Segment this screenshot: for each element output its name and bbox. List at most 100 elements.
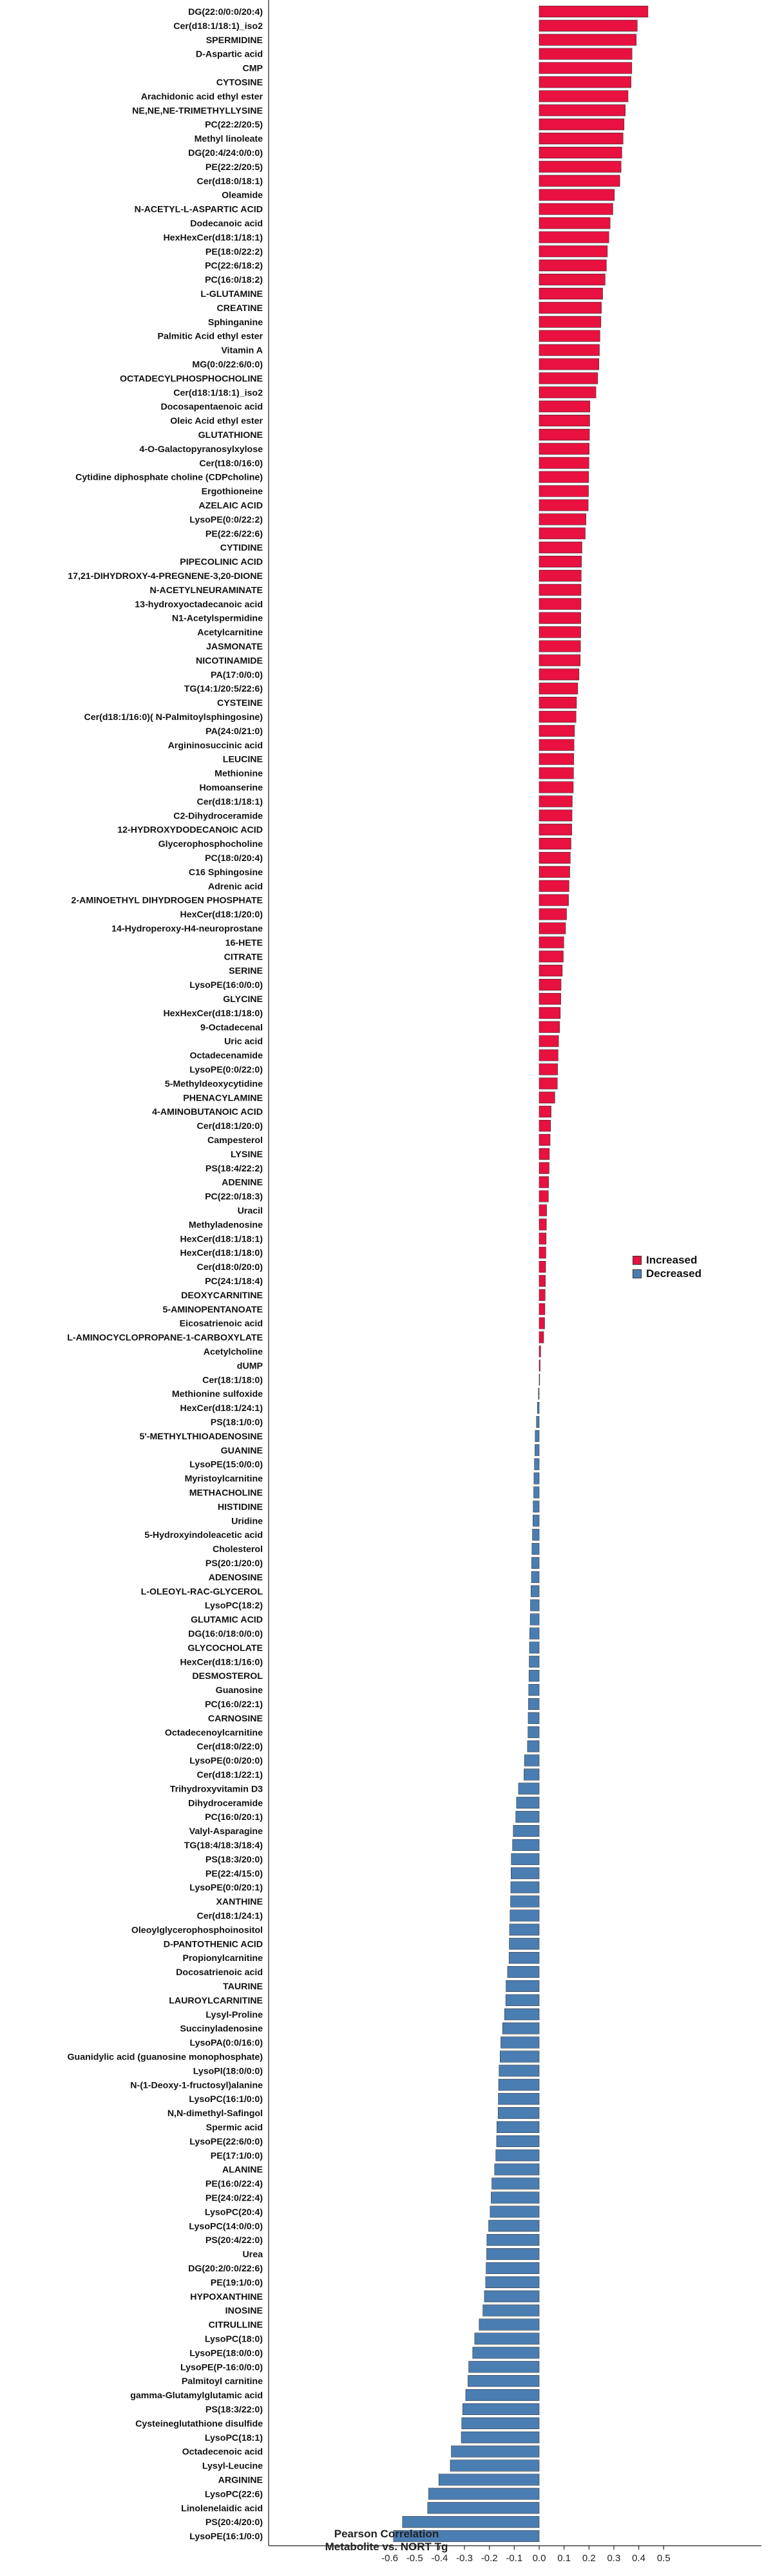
category-label-139: Docosatrienoic acid <box>176 1967 263 1978</box>
x-axis: -0.6 -0.5 -0.4 -0.3 -0.2 -0.1 0.0 0.1 0.2 0.3 0.4 0… <box>268 0 761 2564</box>
category-label-19: PC(16:0/18:2) <box>205 275 263 285</box>
category-label-87: HexCer(d18:1/18:1) <box>180 1234 263 1244</box>
category-label-67: CITRATE <box>224 952 263 962</box>
category-label-164: CITRULLINE <box>209 2320 263 2331</box>
bar-16-hete-66 <box>539 936 564 949</box>
bar-dihydroceramide-127 <box>516 1797 540 1809</box>
bar-ps-18-3-22-0-170 <box>463 2403 540 2415</box>
category-label-84: PC(22:0/18:3) <box>205 1192 263 1202</box>
bar-lauroylcarnitine-141 <box>505 1994 540 2006</box>
bar-ps-20-1-20-0-110 <box>531 1557 540 1569</box>
bar-octadecylphosphocholine-26 <box>539 372 598 384</box>
category-label-152: PE(17:1/0:0) <box>211 2151 263 2161</box>
bar-lysope-0-0-22-0-75 <box>539 1063 558 1075</box>
category-label-83: ADENINE <box>222 1178 263 1188</box>
bar-palmitoyl-carnitine-168 <box>468 2375 540 2387</box>
legend-item-decreased: Decreased <box>633 1267 701 1280</box>
bar-spermidine-2 <box>539 33 637 46</box>
bar-lysope-p-16-0-0-0-167 <box>468 2361 540 2373</box>
category-label-166: LysoPE(18:0/0:0) <box>189 2348 263 2358</box>
category-label-26: OCTADECYLPHOSPHOCHOLINE <box>120 374 263 384</box>
bar-lysopc-16-1-0-0-148 <box>498 2093 540 2105</box>
bar-adenine-83 <box>539 1176 549 1188</box>
category-label-81: LYSINE <box>231 1150 263 1160</box>
category-label-120: PC(16:0/22:1) <box>205 1700 263 1710</box>
bar-lysope-16-0-0-0-69 <box>539 979 562 991</box>
bar-12-hydroxydodecanoic-acid-58 <box>539 824 572 836</box>
bar-hexcer-d18-1-20-0-64 <box>539 908 567 920</box>
bar-cer-d18-1-20-0-79 <box>539 1120 551 1132</box>
bar-c2-dihydroceramide-57 <box>539 810 573 822</box>
bar-17-21-dihydroxy-4-pregnene-3-20-dione-40 <box>539 569 582 582</box>
bar-arachidonic-acid-ethyl-ester-6 <box>539 90 629 102</box>
bar-hexhexcer-d18-1-18-0-71 <box>539 1007 561 1019</box>
category-label-42: 13-hydroxyoctadecanoic acid <box>135 600 263 610</box>
bar-gamma-glutamylglutamic-acid-169 <box>465 2389 540 2401</box>
bar-argininosuccinic-acid-52 <box>539 739 575 751</box>
category-label-104: Myristoylcarnitine <box>185 1474 263 1484</box>
bar-uridine-107 <box>533 1515 540 1527</box>
legend-swatch-increased <box>633 1255 642 1265</box>
legend-label-decreased: Decreased <box>646 1267 702 1280</box>
bar-hexcer-d18-1-18-0-88 <box>539 1247 546 1259</box>
bar-adenosine-111 <box>531 1571 540 1583</box>
category-label-114: GLUTAMIC ACID <box>191 1615 263 1625</box>
bar-jasmonate-45 <box>539 640 581 652</box>
category-label-168: Palmitoyl carnitine <box>182 2376 263 2387</box>
category-label-122: Octadecenoylcarnitine <box>165 1728 263 1738</box>
bar-uric-acid-73 <box>539 1035 559 1047</box>
category-label-79: Cer(d18:1/20:0) <box>196 1121 263 1132</box>
category-label-169: gamma-Glutamylglutamic acid <box>130 2391 263 2401</box>
category-label-23: Palmitic Acid ethyl ester <box>158 332 263 342</box>
bar-lysopc-18-2-113 <box>530 1599 540 1611</box>
bar-vitamin-a-24 <box>539 344 600 356</box>
category-label-73: Uric acid <box>224 1037 263 1047</box>
bar-sphinganine-22 <box>539 316 602 328</box>
category-label-17: PE(18:0/22:2) <box>205 247 263 257</box>
category-label-159: Urea <box>242 2249 263 2260</box>
bar-pe-24-0-22-4-155 <box>491 2192 540 2204</box>
category-label-163: INOSINE <box>225 2306 263 2316</box>
category-label-125: Cer(d18:1/22:1) <box>196 1770 263 1780</box>
legend: Increased Decreased <box>633 1253 701 1280</box>
category-label-41: N-ACETYLNEURAMINATE <box>150 585 263 596</box>
category-label-74: Octadecenamide <box>189 1051 263 1061</box>
category-label-5: CYTOSINE <box>216 77 263 88</box>
bar-lysopc-18-1-172 <box>461 2431 540 2443</box>
bar-ps-20-4-20-0-178 <box>402 2516 540 2528</box>
bar-docosapentaenoic-acid-28 <box>539 401 591 413</box>
bar-trihydroxyvitamin-d3-126 <box>518 1783 540 1795</box>
category-label-167: LysoPE(P-16:0/0:0) <box>180 2362 263 2372</box>
bar-n-n-dimethyl-safingol-149 <box>497 2107 540 2119</box>
category-label-85: Uracil <box>238 1206 263 1216</box>
bar-pe-22-4-15-0-132 <box>511 1867 540 1879</box>
bar-deoxycarnitine-91 <box>539 1289 546 1301</box>
category-label-25: MG(0:0/22:6/0:0) <box>192 359 263 370</box>
x-tick-label-4: -0.2 <box>481 2553 498 2564</box>
category-label-142: Lysyl-Proline <box>205 2010 263 2020</box>
bar-dodecanoic-acid-15 <box>539 217 611 229</box>
category-label-52: Argininosuccinic acid <box>168 741 263 751</box>
bar-tg-14-1-20-5-22-6-48 <box>539 683 578 695</box>
category-label-27: Cer(d18:1/18:1)_iso2 <box>173 388 263 398</box>
category-label-33: Cytidine diphosphate choline (CDPcholine… <box>75 473 263 483</box>
bar-carnosine-121 <box>528 1712 540 1724</box>
category-label-38: CYTIDINE <box>220 543 263 553</box>
category-label-63: 2-AMINOETHYL DIHYDROGEN PHOSPHATE <box>72 896 263 906</box>
bar-cytidine-38 <box>539 542 582 554</box>
bar-dump-96 <box>539 1359 540 1372</box>
bar-d-aspartic-acid-3 <box>539 48 633 60</box>
category-label-47: PA(17:0/0:0) <box>211 670 263 680</box>
category-label-112: L-OLEOYL-RAC-GLYCEROL <box>141 1587 263 1597</box>
bar-lysopi-18-0-0-0-146 <box>499 2065 540 2077</box>
bar-cer-18-1-18-0-97 <box>539 1374 540 1386</box>
bar-methyladenosine-86 <box>539 1218 547 1231</box>
category-label-116: GLYCOCHOLATE <box>187 1643 263 1653</box>
bar-4-aminobutanoic-acid-78 <box>539 1106 551 1118</box>
category-label-97: Cer(18:1/18:0) <box>202 1375 263 1385</box>
bar-palmitic-acid-ethyl-ester-23 <box>539 330 600 342</box>
category-label-22: Sphinganine <box>208 317 263 328</box>
bar-hexcer-d18-1-16-0-117 <box>529 1656 540 1668</box>
bar-pa-17-0-0-0-47 <box>539 668 580 681</box>
bar-cer-d18-0-18-1-12 <box>539 175 620 187</box>
